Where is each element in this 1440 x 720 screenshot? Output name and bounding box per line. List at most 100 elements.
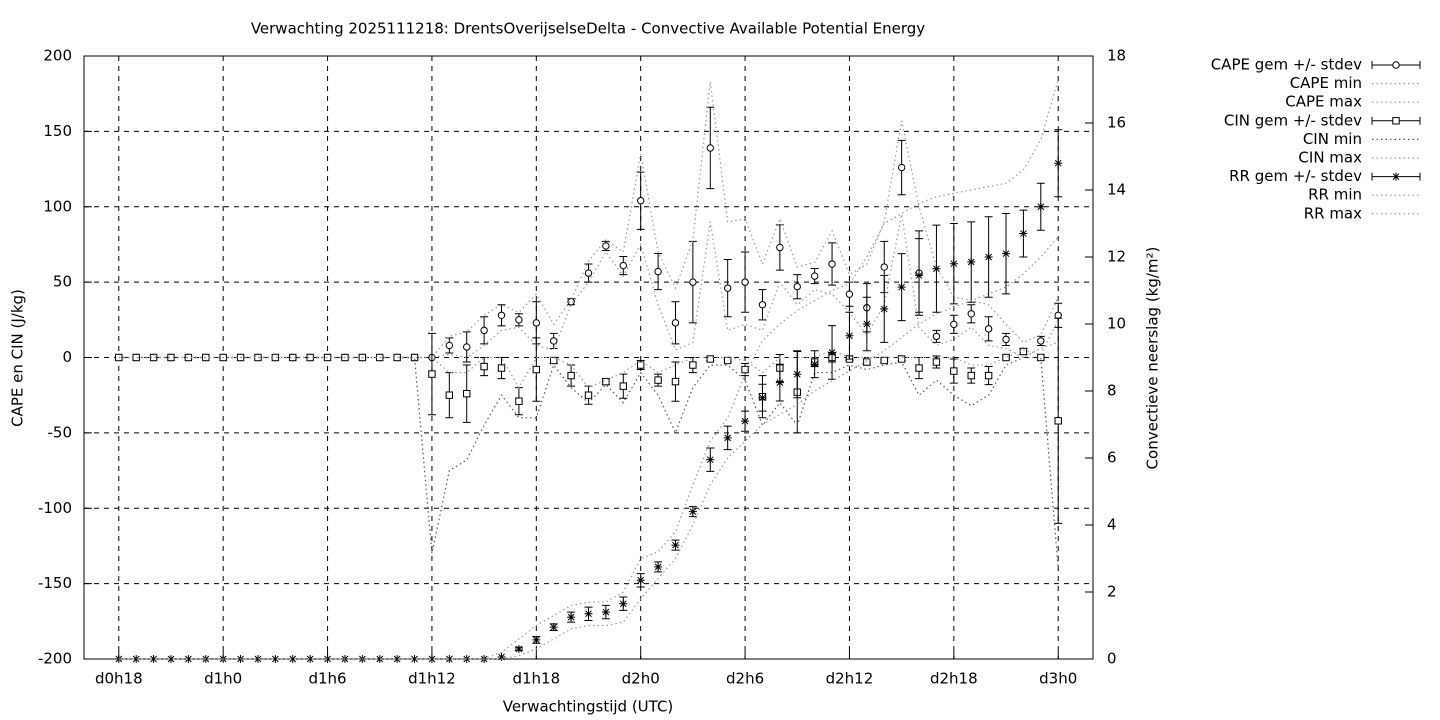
point [810,272,819,280]
x-tick-label: d3h0 [1039,670,1077,688]
point [323,353,332,362]
y2-axis-label: Convectieve neerslag (kg/m²) [1144,247,1162,470]
point [184,655,193,663]
point [671,541,680,550]
y-tick-label: 150 [43,122,72,140]
point [463,343,471,351]
point [115,353,123,362]
point [636,576,645,585]
point [741,417,750,426]
y2-tick-label: 0 [1107,650,1117,668]
point [132,353,140,362]
point [967,258,976,267]
point [549,623,558,632]
point [671,319,680,327]
point [567,371,575,380]
point [532,365,541,374]
point [184,353,193,362]
point [932,332,941,341]
y-tick-label: 50 [53,273,72,291]
point [862,320,871,328]
point [584,391,593,399]
point [271,655,280,663]
x-tick-label: d2h18 [930,670,978,688]
point [132,655,141,663]
point [828,260,836,268]
point [654,562,663,571]
point [723,284,732,292]
point [393,353,401,362]
y2-tick-label: 12 [1107,248,1126,266]
point [445,341,454,350]
legend-label: CAPE gem +/- stdev [1211,56,1362,74]
y-tick-label: 100 [43,197,72,215]
point [950,367,958,375]
point [584,269,593,277]
point [950,320,958,329]
point [897,283,906,292]
point [480,326,488,335]
point [915,364,923,372]
point [863,358,871,366]
point [114,655,123,663]
point [602,242,610,250]
point [515,397,523,405]
point [1002,335,1010,344]
point [932,358,941,366]
point [689,278,697,286]
point [254,353,262,362]
y-tick-label: 200 [43,47,72,65]
point [984,253,993,261]
point [880,263,888,271]
y-tick-label: -200 [38,650,72,668]
point [1019,347,1028,356]
point [723,356,732,365]
point [1054,311,1062,319]
x-tick-label: d1h0 [204,670,242,688]
point [636,197,645,205]
point [497,364,506,372]
point [671,377,680,386]
point [427,655,436,663]
point [1037,337,1045,345]
point [741,278,749,286]
point [323,655,332,663]
point [619,261,627,270]
x-axis-label: Verwachtingstijd (UTC) [503,698,674,716]
point [1037,353,1045,362]
point [584,609,593,618]
point [550,356,558,365]
point [654,267,662,276]
point [497,311,506,319]
legend-label: RR gem +/- stdev [1229,167,1362,185]
point [758,301,767,309]
point [1054,417,1062,425]
y2-tick-label: 2 [1107,583,1117,601]
point [375,655,384,663]
point [601,608,610,617]
point [828,348,837,357]
point [306,655,315,663]
point [793,282,801,291]
x-tick-label: d2h6 [726,670,764,688]
point [723,433,732,442]
range-line [118,356,1059,569]
y-tick-label: -50 [48,423,73,441]
point [376,353,384,362]
y2-tick-label: 18 [1107,47,1126,65]
point [515,316,523,324]
point [949,259,958,268]
point [688,507,697,516]
point [1054,159,1063,168]
point [550,337,558,345]
y2-tick-label: 4 [1107,516,1117,534]
x-tick-label: d0h18 [95,670,143,688]
x-tick-label: d2h0 [622,670,660,688]
y-tick-label: -100 [38,499,72,517]
point [706,355,714,363]
point [845,290,854,298]
legend-label: RR max [1304,204,1362,222]
range-line [118,81,1059,359]
point [289,353,297,362]
y2-tick-label: 8 [1107,382,1117,400]
